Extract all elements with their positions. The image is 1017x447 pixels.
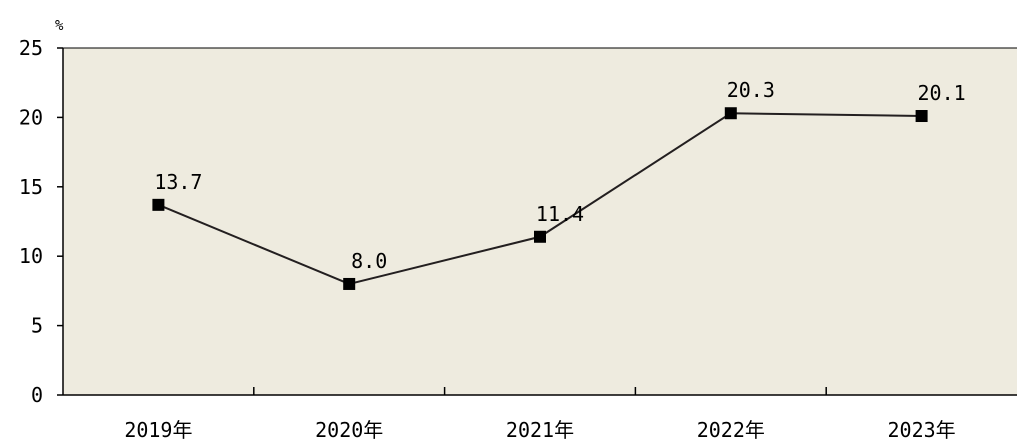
plot-area — [63, 48, 1017, 395]
data-point-marker — [724, 107, 737, 120]
data-point-marker — [343, 277, 356, 290]
y-tick-label: 0 — [31, 383, 43, 407]
axes — [62, 47, 1017, 396]
y-tick-label: 5 — [31, 314, 43, 338]
data-value-label: 20.1 — [918, 81, 966, 105]
y-tick-label: 25 — [19, 36, 43, 60]
x-tick-label: 2019年 — [124, 418, 192, 442]
data-markers — [152, 107, 928, 290]
y-axis-unit-label: % — [55, 18, 64, 34]
y-axis-ticks: 0 5 10 15 20 25 — [19, 36, 63, 407]
x-tick-label: 2022年 — [697, 418, 765, 442]
data-point-marker — [152, 198, 165, 211]
x-tick-label: 2023年 — [888, 418, 956, 442]
x-tick-label: 2020年 — [315, 418, 383, 442]
x-axis-ticks: 2019年 2020年 2021年 2022年 2023年 — [124, 387, 956, 442]
data-value-label: 8.0 — [351, 249, 387, 273]
data-value-label: 20.3 — [727, 78, 775, 102]
data-value-label: 13.7 — [154, 170, 202, 194]
y-tick-label: 10 — [19, 244, 43, 268]
data-point-marker — [534, 230, 546, 243]
y-tick-label: 15 — [19, 175, 43, 199]
x-tick-label: 2021年 — [506, 418, 574, 442]
y-tick-label: 20 — [19, 105, 43, 129]
data-point-marker — [915, 110, 928, 123]
data-labels: 13.7 8.0 11.4 20.3 20.1 — [154, 78, 965, 273]
data-value-label: 11.4 — [536, 202, 584, 226]
